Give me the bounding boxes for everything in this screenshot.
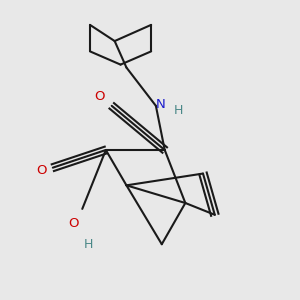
Text: O: O [95, 91, 105, 103]
Text: H: H [83, 238, 93, 251]
Text: O: O [36, 164, 46, 177]
Text: O: O [68, 217, 79, 230]
Text: H: H [173, 104, 183, 117]
Text: N: N [155, 98, 165, 111]
